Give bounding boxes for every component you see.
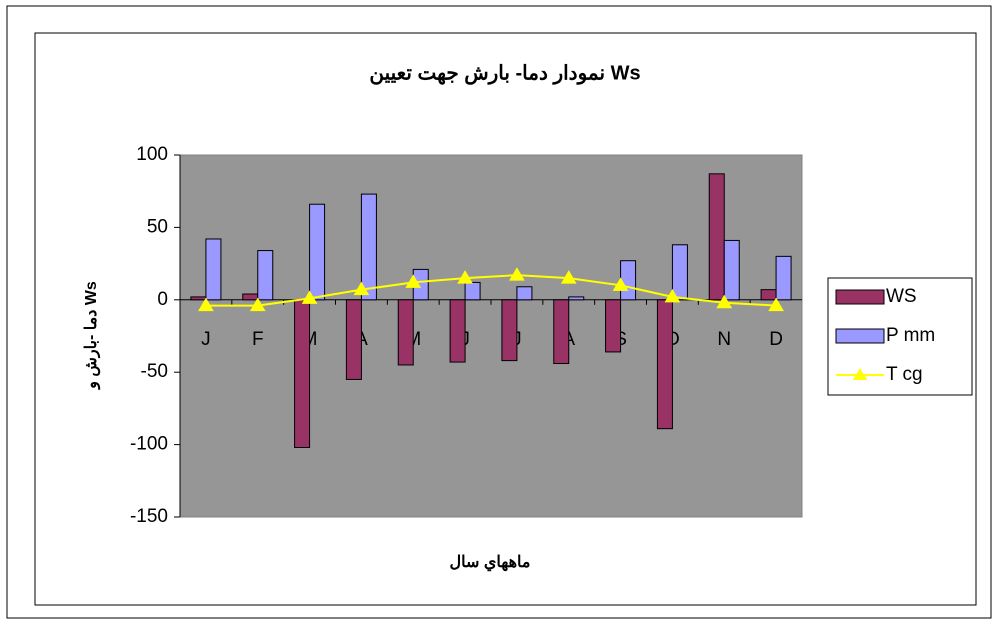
x-tick-label: D	[769, 329, 783, 350]
bar	[360, 193, 377, 301]
marker	[716, 294, 733, 309]
marker	[301, 290, 318, 304]
bar	[568, 296, 585, 301]
bar	[309, 203, 326, 301]
marker	[353, 281, 370, 296]
marker	[457, 270, 473, 284]
y-tick-label: -150	[130, 506, 168, 527]
bar	[671, 244, 688, 301]
bar	[294, 299, 311, 448]
bar	[708, 173, 725, 301]
bar	[501, 299, 518, 362]
bar	[605, 299, 622, 353]
y-tick-label: -50	[141, 361, 168, 382]
bar	[205, 238, 222, 301]
bar	[464, 281, 481, 301]
y-tick-label: 100	[136, 144, 168, 165]
legend-swatch	[835, 328, 885, 344]
bar	[242, 293, 259, 301]
x-tick-label: N	[717, 329, 731, 350]
x-axis-label: ماههاي سال	[449, 554, 530, 572]
chart-title: نمودار دما- بارش جهت تعيين Ws	[369, 62, 640, 85]
y-axis-label: دما -بارش و Ws	[83, 281, 101, 390]
marker	[612, 277, 629, 291]
legend-label: WS	[886, 286, 917, 307]
marker	[249, 297, 266, 312]
legend-marker	[853, 368, 867, 380]
plot-area	[179, 154, 803, 518]
bar	[257, 250, 274, 301]
x-tick-label: F	[252, 329, 264, 350]
bar	[656, 299, 673, 430]
bar	[723, 239, 740, 301]
marker	[560, 270, 577, 284]
marker	[768, 297, 784, 312]
legend-swatch	[835, 289, 885, 305]
y-tick-label: 50	[147, 216, 168, 237]
bar	[775, 255, 792, 301]
marker	[405, 274, 422, 288]
marker	[509, 267, 525, 281]
marker	[664, 288, 681, 303]
bar	[449, 299, 466, 363]
y-tick-label: -100	[130, 434, 168, 455]
bar	[553, 299, 570, 365]
line	[205, 274, 777, 307]
marker	[198, 297, 214, 312]
bar	[516, 286, 533, 301]
y-tick-label: 0	[157, 289, 168, 310]
legend-label: P mm	[886, 325, 935, 346]
bar	[620, 260, 637, 301]
bar	[345, 299, 362, 380]
x-tick-label: J	[201, 329, 211, 350]
bar	[760, 289, 777, 301]
bar	[190, 296, 207, 301]
legend-label: T cg	[886, 364, 923, 385]
bar	[397, 299, 414, 366]
